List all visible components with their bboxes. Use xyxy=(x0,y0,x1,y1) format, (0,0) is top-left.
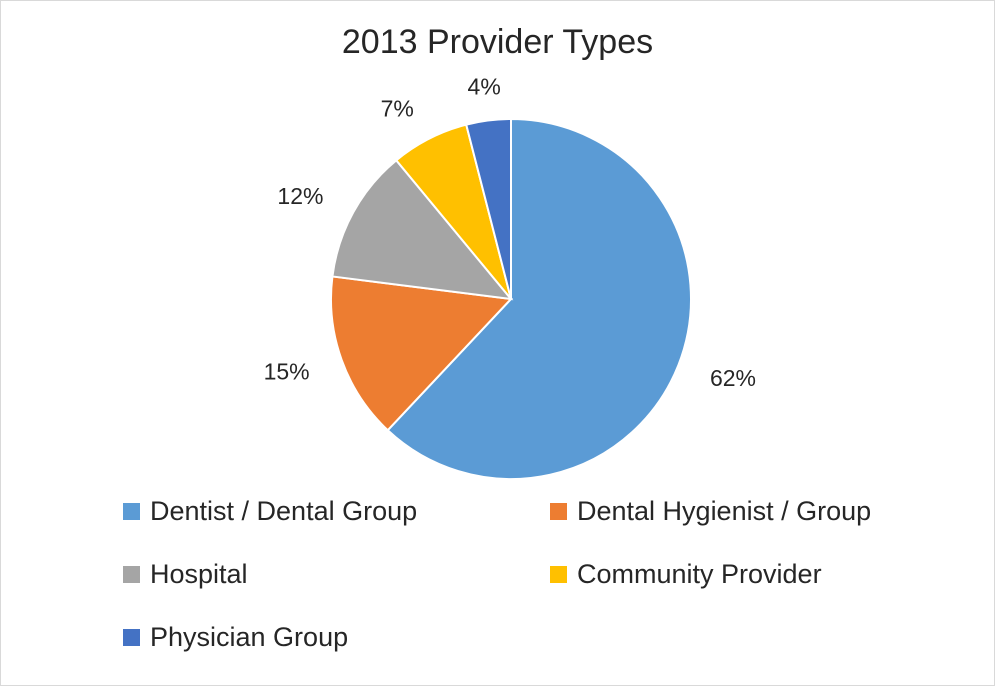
legend-swatch-community-provider xyxy=(550,566,567,583)
data-label-dental-hygienist: 15% xyxy=(264,358,310,384)
legend-label-physician-group: Physician Group xyxy=(150,622,349,652)
data-label-physician-group: 4% xyxy=(468,74,501,100)
legend-label-hospital: Hospital xyxy=(150,559,248,589)
legend-swatch-hospital xyxy=(123,566,140,583)
data-label-hospital: 12% xyxy=(277,183,323,209)
legend-label-community-provider: Community Provider xyxy=(577,559,822,589)
legend-label-dental-hygienist: Dental Hygienist / Group xyxy=(577,496,872,526)
data-label-community-provider: 7% xyxy=(381,95,414,121)
legend-swatch-physician-group xyxy=(123,629,140,646)
legend-swatch-dental-hygienist xyxy=(550,503,567,520)
pie-slice-dentist xyxy=(386,117,692,480)
legend-swatch-dentist xyxy=(123,503,140,520)
pie-slice-physician-group xyxy=(465,117,512,300)
legend-item-community-provider: Community Provider xyxy=(550,559,822,590)
legend-label-dentist: Dentist / Dental Group xyxy=(150,496,418,526)
legend-item-physician-group: Physician Group xyxy=(123,622,348,653)
data-label-dentist: 62% xyxy=(710,365,756,391)
legend-item-hospital: Hospital xyxy=(123,559,248,590)
legend-item-dental-hygienist: Dental Hygienist / Group xyxy=(550,496,871,527)
pie-slice-dental-hygienist xyxy=(330,275,514,432)
pie-slice-hospital xyxy=(331,158,514,301)
chart-title: 2013 Provider Types xyxy=(341,23,654,61)
legend-item-dentist: Dentist / Dental Group xyxy=(123,496,417,527)
